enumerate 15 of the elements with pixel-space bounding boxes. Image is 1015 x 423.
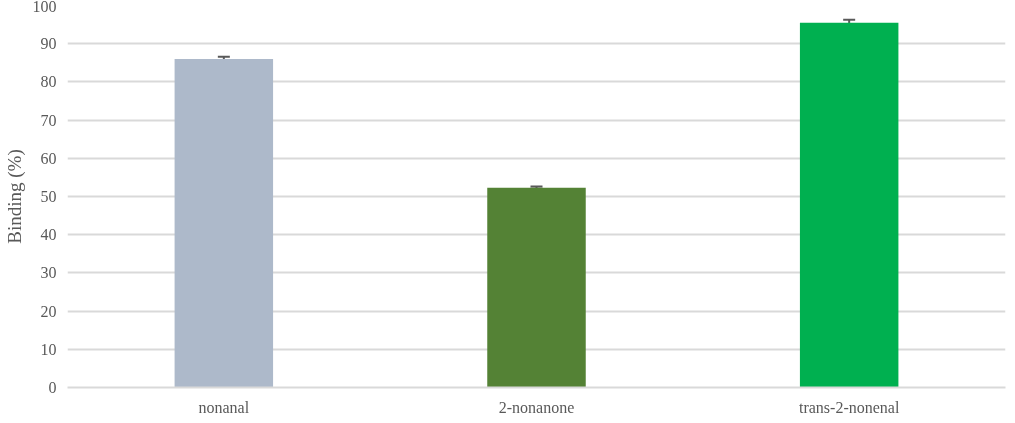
x-tick-label: 2-nonanone	[498, 398, 575, 416]
y-tick-label: 50	[40, 188, 57, 205]
y-tick-label: 70	[40, 111, 57, 129]
y-tick-label: 100	[32, 0, 57, 15]
y-tick-label: 30	[40, 264, 57, 282]
y-tick-label: 90	[40, 35, 57, 53]
y-axis-title: Binding (%)	[3, 149, 26, 244]
y-tick-label: 10	[40, 340, 57, 358]
x-tick-label: nonanal	[198, 398, 250, 416]
x-tick-label: trans-2-nonenal	[798, 398, 900, 416]
y-tick-label: 0	[48, 379, 57, 396]
y-tick-label: 60	[40, 149, 57, 167]
y-tick-label: 40	[40, 226, 57, 244]
y-tick-label: 80	[40, 73, 57, 91]
y-tick-label: 20	[40, 302, 57, 320]
